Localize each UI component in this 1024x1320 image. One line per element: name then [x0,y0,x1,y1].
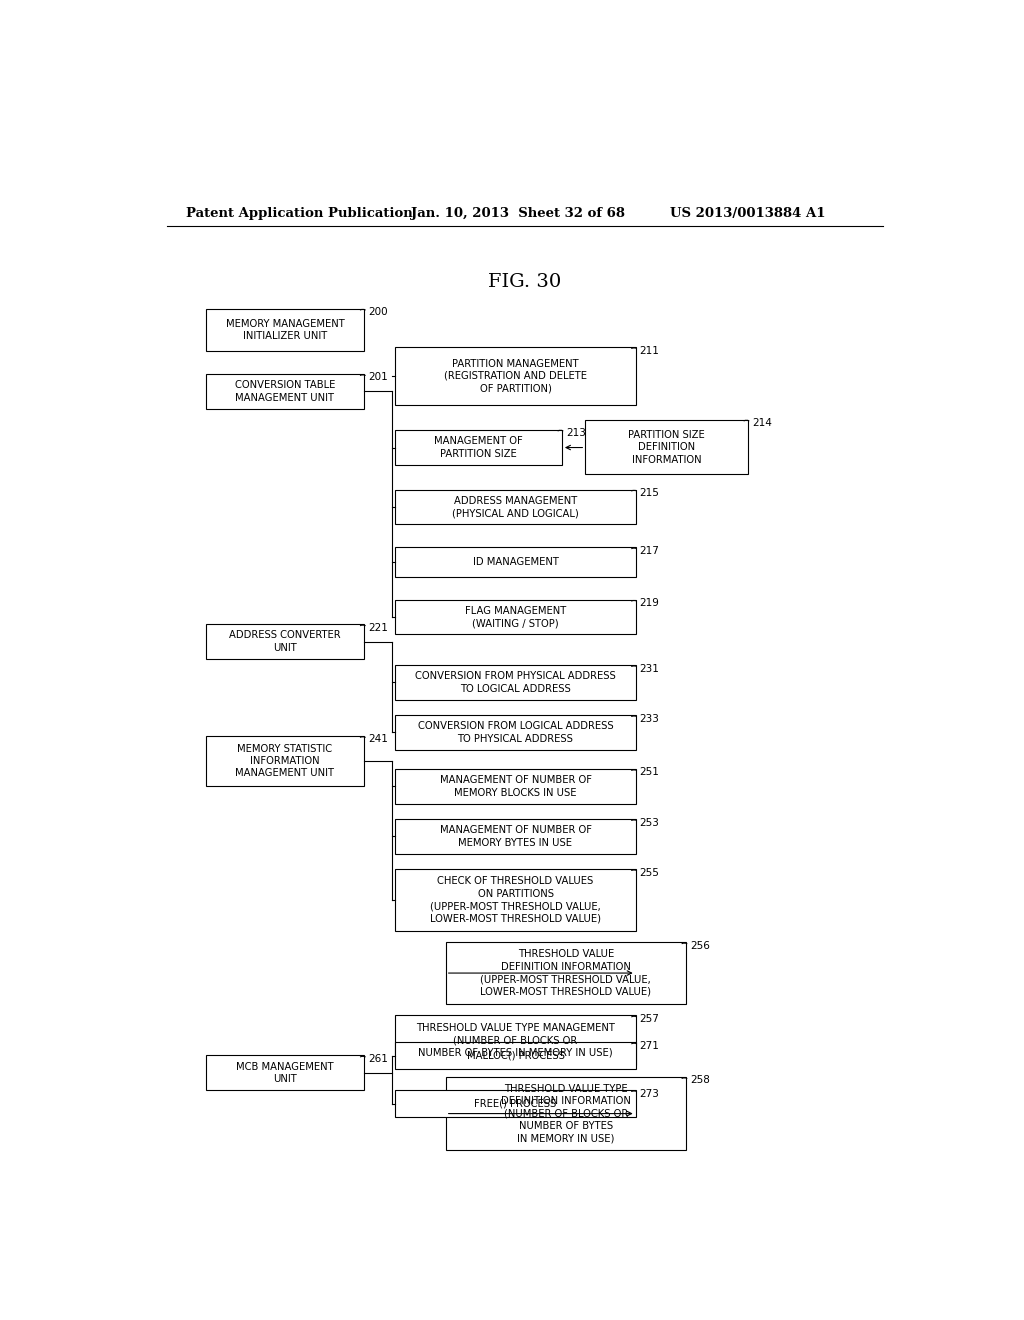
Text: 217: 217 [640,545,659,556]
Text: CONVERSION TABLE
MANAGEMENT UNIT: CONVERSION TABLE MANAGEMENT UNIT [234,380,335,403]
Bar [445,1077,686,1150]
Text: MCB MANAGEMENT
UNIT: MCB MANAGEMENT UNIT [237,1061,334,1084]
Bar [395,490,636,524]
Bar [206,624,365,659]
Text: ADDRESS CONVERTER
UNIT: ADDRESS CONVERTER UNIT [229,631,341,653]
Text: MANAGEMENT OF NUMBER OF
MEMORY BLOCKS IN USE: MANAGEMENT OF NUMBER OF MEMORY BLOCKS IN… [439,775,592,797]
Bar [206,309,365,351]
Text: ID MANAGEMENT: ID MANAGEMENT [472,557,558,566]
Bar [395,770,636,804]
Text: 271: 271 [640,1040,659,1051]
Text: THRESHOLD VALUE
DEFINITION INFORMATION
(UPPER-MOST THRESHOLD VALUE,
LOWER-MOST T: THRESHOLD VALUE DEFINITION INFORMATION (… [480,949,651,997]
Text: 255: 255 [640,867,659,878]
Text: Jan. 10, 2013  Sheet 32 of 68: Jan. 10, 2013 Sheet 32 of 68 [411,207,625,220]
Text: 231: 231 [640,664,659,673]
Text: 261: 261 [369,1053,388,1064]
Text: FIG. 30: FIG. 30 [488,273,561,290]
Text: FREE() PROCESS: FREE() PROCESS [474,1098,557,1109]
Text: CHECK OF THRESHOLD VALUES
ON PARTITIONS
(UPPER-MOST THRESHOLD VALUE,
LOWER-MOST : CHECK OF THRESHOLD VALUES ON PARTITIONS … [430,876,601,924]
Bar [206,374,365,409]
Bar [445,942,686,1003]
Text: MEMORY STATISTIC
INFORMATION
MANAGEMENT UNIT: MEMORY STATISTIC INFORMATION MANAGEMENT … [236,743,335,779]
Text: 258: 258 [690,1076,710,1085]
Text: MEMORY MANAGEMENT
INITIALIZER UNIT: MEMORY MANAGEMENT INITIALIZER UNIT [225,318,344,341]
Text: 257: 257 [640,1014,659,1024]
Bar [395,347,636,405]
Text: FLAG MANAGEMENT
(WAITING / STOP): FLAG MANAGEMENT (WAITING / STOP) [465,606,566,628]
Text: 221: 221 [369,623,388,632]
Text: 241: 241 [369,734,388,744]
Text: MANAGEMENT OF
PARTITION SIZE: MANAGEMENT OF PARTITION SIZE [434,437,523,459]
Text: 214: 214 [752,418,772,428]
Text: 200: 200 [369,308,388,317]
Text: THRESHOLD VALUE TYPE MANAGEMENT
(NUMBER OF BLOCKS OR
NUMBER OF BYTES IN MEMORY I: THRESHOLD VALUE TYPE MANAGEMENT (NUMBER … [416,1023,615,1057]
Text: PARTITION SIZE
DEFINITION
INFORMATION: PARTITION SIZE DEFINITION INFORMATION [629,430,705,465]
Text: 219: 219 [640,598,659,609]
Bar [395,715,636,750]
Text: 201: 201 [369,372,388,383]
Bar [206,1056,365,1090]
Text: 213: 213 [566,428,586,438]
Text: 233: 233 [640,714,659,723]
Bar [395,869,636,931]
Text: 253: 253 [640,817,659,828]
Text: 215: 215 [640,488,659,498]
Bar [395,548,636,577]
Bar [395,665,636,700]
Text: MANAGEMENT OF NUMBER OF
MEMORY BYTES IN USE: MANAGEMENT OF NUMBER OF MEMORY BYTES IN … [439,825,592,847]
Bar [395,1090,636,1117]
Bar [395,599,636,635]
Bar [206,737,365,785]
Bar [395,1043,636,1069]
Text: 256: 256 [690,941,710,950]
Text: PARTITION MANAGEMENT
(REGISTRATION AND DELETE
OF PARTITION): PARTITION MANAGEMENT (REGISTRATION AND D… [444,359,587,393]
Bar [395,818,636,854]
Text: CONVERSION FROM PHYSICAL ADDRESS
TO LOGICAL ADDRESS: CONVERSION FROM PHYSICAL ADDRESS TO LOGI… [415,671,615,693]
Bar [395,430,562,465]
Text: THRESHOLD VALUE TYPE
DEFINITION INFORMATION
(NUMBER OF BLOCKS OR
NUMBER OF BYTES: THRESHOLD VALUE TYPE DEFINITION INFORMAT… [501,1084,631,1143]
Text: 211: 211 [640,346,659,355]
Text: 251: 251 [640,767,659,777]
Bar [586,420,748,474]
Text: MALLOC() PROCESS: MALLOC() PROCESS [467,1051,564,1061]
Text: ADDRESS MANAGEMENT
(PHYSICAL AND LOGICAL): ADDRESS MANAGEMENT (PHYSICAL AND LOGICAL… [453,495,579,517]
Text: 273: 273 [640,1089,659,1098]
Text: CONVERSION FROM LOGICAL ADDRESS
TO PHYSICAL ADDRESS: CONVERSION FROM LOGICAL ADDRESS TO PHYSI… [418,721,613,743]
Text: Patent Application Publication: Patent Application Publication [186,207,413,220]
Bar [395,1015,636,1065]
Text: US 2013/0013884 A1: US 2013/0013884 A1 [671,207,826,220]
